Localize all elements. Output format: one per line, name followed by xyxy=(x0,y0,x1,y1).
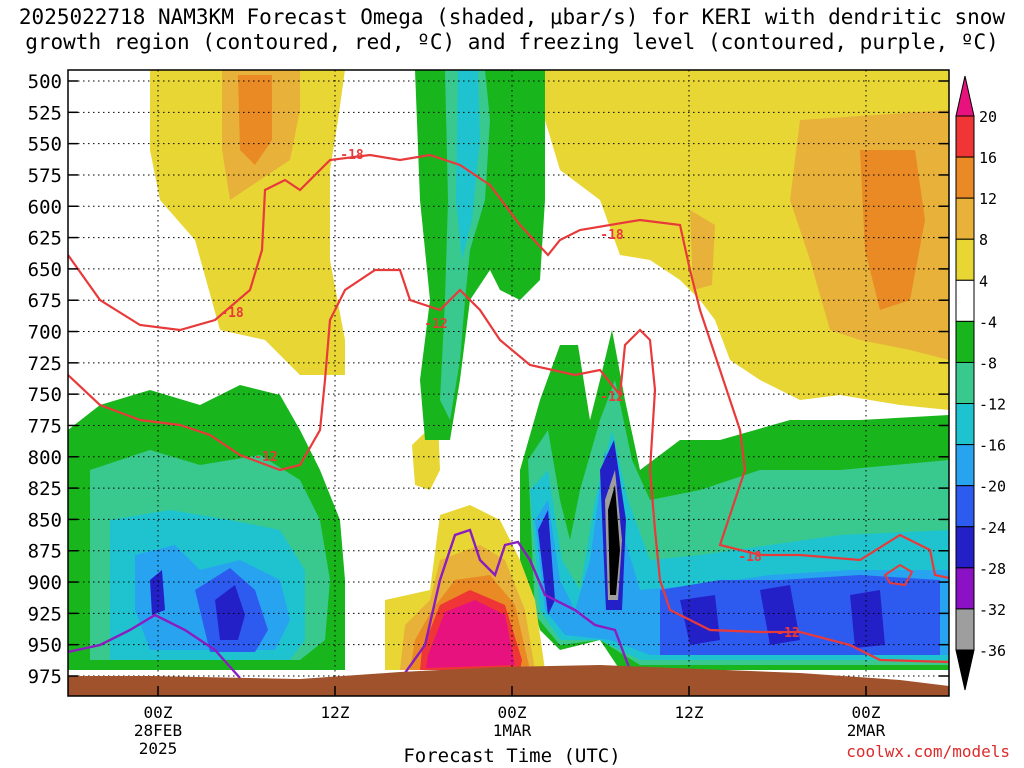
colorbar-label: -28 xyxy=(979,560,1006,578)
contour-labels: -18 -18 -18 -18 -12 -12 -12 -12 xyxy=(220,148,799,641)
contour-label: -12 xyxy=(254,450,277,465)
plot-gridlines xyxy=(68,70,949,696)
omega-negative-region xyxy=(680,595,720,645)
pressure-tick-label: 850 xyxy=(28,509,62,531)
omega-positive-region xyxy=(150,70,345,375)
dgz-contour-line xyxy=(68,153,949,580)
time-tick-label: 00Z xyxy=(144,703,173,722)
colorbar-swatch xyxy=(955,649,975,691)
colorbar-swatch xyxy=(955,567,975,610)
omega-colorbar: 20 16 12 8 4 -4 -8 -12 -16 -20 -24 -28 -32 -36 xyxy=(955,75,1006,691)
pressure-tick-label: 875 xyxy=(28,541,62,563)
colorbar-label: 4 xyxy=(979,272,988,290)
time-tick-label: 00Z xyxy=(498,703,527,722)
contour-label: -18 xyxy=(340,148,364,163)
contour-label: -12 xyxy=(776,626,799,641)
colorbar-label: -8 xyxy=(979,354,997,372)
colorbar-swatch xyxy=(955,485,975,528)
pressure-tick-label: 675 xyxy=(28,290,62,312)
pressure-tick-label: 700 xyxy=(28,322,62,344)
colorbar-swatch xyxy=(955,279,975,322)
time-tick-label: 2025 xyxy=(139,739,178,758)
omega-positive-region xyxy=(690,210,715,290)
omega-negative-region xyxy=(150,570,165,615)
chart-title-line-2: growth region (contoured, red, ºC) and f… xyxy=(25,30,999,54)
colorbar-label: -24 xyxy=(979,519,1006,537)
time-tick-label: 28FEB xyxy=(134,721,182,740)
contour-label: -18 xyxy=(738,550,762,565)
chart-title-line-1: 2025022718 NAM3KM Forecast Omega (shaded… xyxy=(18,5,1006,29)
pressure-axis: 500 525 550 575 600 625 650 675 700 725 750 775 800 8… xyxy=(28,71,949,688)
pressure-tick-label: 600 xyxy=(28,196,62,218)
source-credit: coolwx.com/models xyxy=(846,742,1010,761)
omega-negative-region xyxy=(456,70,480,260)
omega-negative-region xyxy=(760,585,800,645)
colorbar-swatch xyxy=(955,403,975,446)
x-axis-title: Forecast Time (UTC) xyxy=(403,745,621,767)
colorbar-label: 8 xyxy=(979,231,988,249)
colorbar-label: -12 xyxy=(979,396,1006,414)
freezing-level-contour xyxy=(399,528,632,681)
colorbar-swatch xyxy=(955,75,975,117)
contour-label: -18 xyxy=(600,228,624,243)
pressure-tick-label: 500 xyxy=(28,71,62,93)
colorbar-swatch xyxy=(955,197,975,240)
pressure-tick-label: 950 xyxy=(28,635,62,657)
dgz-contour-line xyxy=(68,268,949,664)
dgz-contour-line xyxy=(883,563,914,587)
pressure-tick-label: 800 xyxy=(28,447,62,469)
colorbar-label: -16 xyxy=(979,437,1006,455)
pressure-tick-label: 975 xyxy=(28,666,62,688)
colorbar-label: -32 xyxy=(979,601,1006,619)
pressure-tick-label: 625 xyxy=(28,228,62,250)
colorbar-swatch xyxy=(955,526,975,569)
colorbar-label: -36 xyxy=(979,642,1006,660)
pressure-tick-label: 900 xyxy=(28,572,62,594)
omega-negative-region xyxy=(538,510,555,615)
colorbar-swatch xyxy=(955,238,975,281)
terrain-ground xyxy=(68,665,949,696)
colorbar-swatch xyxy=(955,115,975,158)
pressure-tick-label: 750 xyxy=(28,384,62,406)
colorbar-swatch xyxy=(955,361,975,405)
pressure-tick-label: 775 xyxy=(28,415,62,437)
time-tick-label: 2MAR xyxy=(847,721,886,740)
colorbar-label: -4 xyxy=(979,313,997,331)
omega-negative-region xyxy=(608,485,620,595)
time-tick-label: 1MAR xyxy=(493,721,532,740)
contour-label: -18 xyxy=(220,306,244,321)
time-tick-label: 12Z xyxy=(321,703,350,722)
pressure-tick-label: 550 xyxy=(28,134,62,156)
time-tick-label: 12Z xyxy=(675,703,704,722)
colorbar-swatch xyxy=(955,156,975,199)
pressure-tick-label: 825 xyxy=(28,478,62,500)
pressure-tick-label: 725 xyxy=(28,353,62,375)
omega-positive-region xyxy=(238,75,272,165)
colorbar-label: 20 xyxy=(979,108,997,126)
omega-negative-region xyxy=(850,590,885,648)
colorbar-label: 12 xyxy=(979,190,997,208)
pressure-tick-label: 925 xyxy=(28,603,62,625)
pressure-tick-label: 575 xyxy=(28,165,62,187)
colorbar-label: 16 xyxy=(979,149,997,167)
omega-positive-region xyxy=(426,600,515,668)
pressure-tick-label: 525 xyxy=(28,102,62,124)
time-tick-label: 00Z xyxy=(852,703,881,722)
colorbar-swatch xyxy=(955,608,975,651)
omega-shading xyxy=(68,70,949,696)
colorbar-swatch xyxy=(955,320,975,363)
colorbar-label: -20 xyxy=(979,478,1006,496)
contour-label: -12 xyxy=(600,390,623,405)
plot-frame xyxy=(67,69,950,697)
colorbar-swatch xyxy=(955,444,975,487)
freezing-level-contour xyxy=(68,613,241,679)
pressure-tick-label: 650 xyxy=(28,259,62,281)
omega-negative-region xyxy=(215,585,245,640)
omega-positive-region xyxy=(860,150,925,310)
contour-label: -12 xyxy=(424,317,447,332)
